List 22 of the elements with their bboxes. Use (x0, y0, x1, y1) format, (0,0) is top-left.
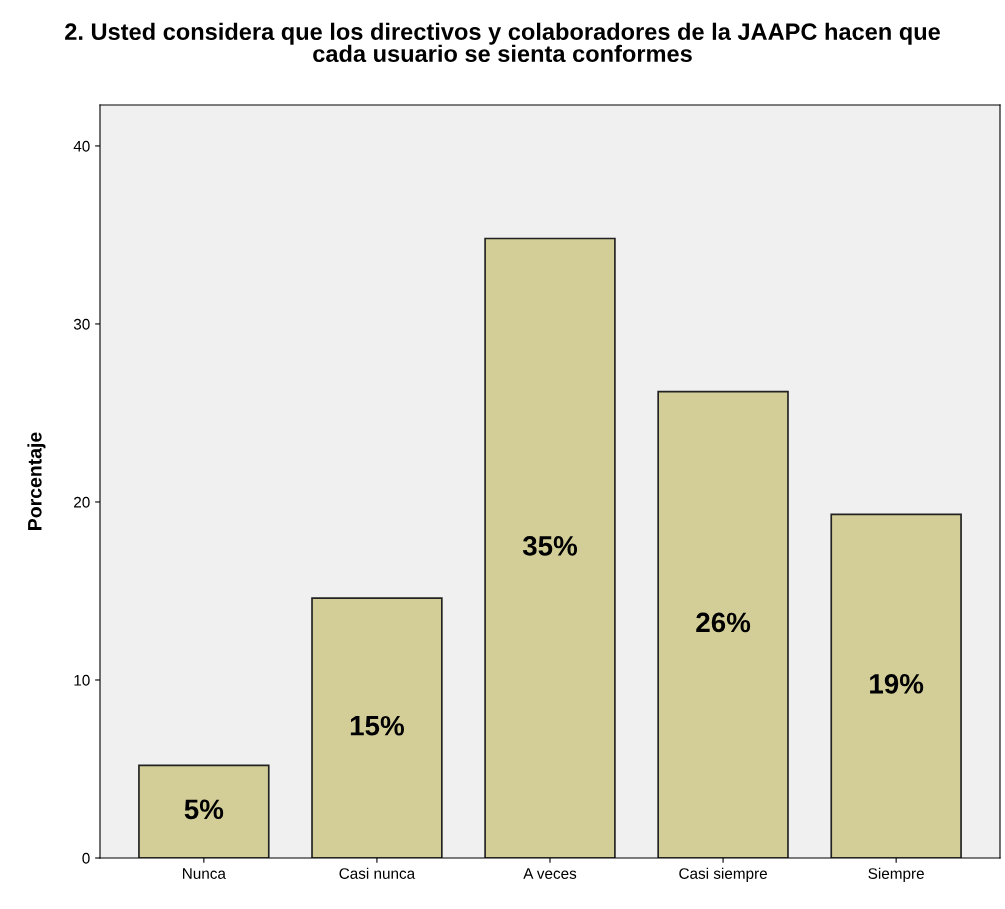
y-tick-label: 10 (74, 674, 90, 686)
data-label: 5% (184, 799, 224, 820)
x-tick-label: Casi nunca (339, 867, 416, 879)
y-axis-title: Porcentaje (27, 432, 46, 530)
x-tick-label: Casi siempre (679, 867, 767, 882)
y-tick-label: 30 (73, 318, 90, 330)
y-tick-label: 0 (82, 852, 90, 864)
bar (657, 390, 789, 858)
bar (484, 237, 616, 858)
x-tick-label: A veces (523, 868, 577, 879)
data-label: 19% (870, 674, 924, 694)
bar (830, 513, 962, 858)
x-tick-label: Nunca (183, 868, 226, 879)
chart-title: 2. Usted considera que los directivos y colaboradores de la JAAPC hacen que cada usuario se sienta conformes (65, 22, 940, 63)
y-tick-label: 40 (73, 140, 90, 152)
data-label: 26% (696, 612, 751, 633)
bar (311, 597, 443, 858)
bar (138, 764, 270, 858)
y-tick-label: 20 (74, 496, 90, 508)
x-tick-label: Siempre (868, 867, 924, 882)
data-label: 15% (350, 715, 404, 736)
data-label: 35% (522, 536, 578, 556)
